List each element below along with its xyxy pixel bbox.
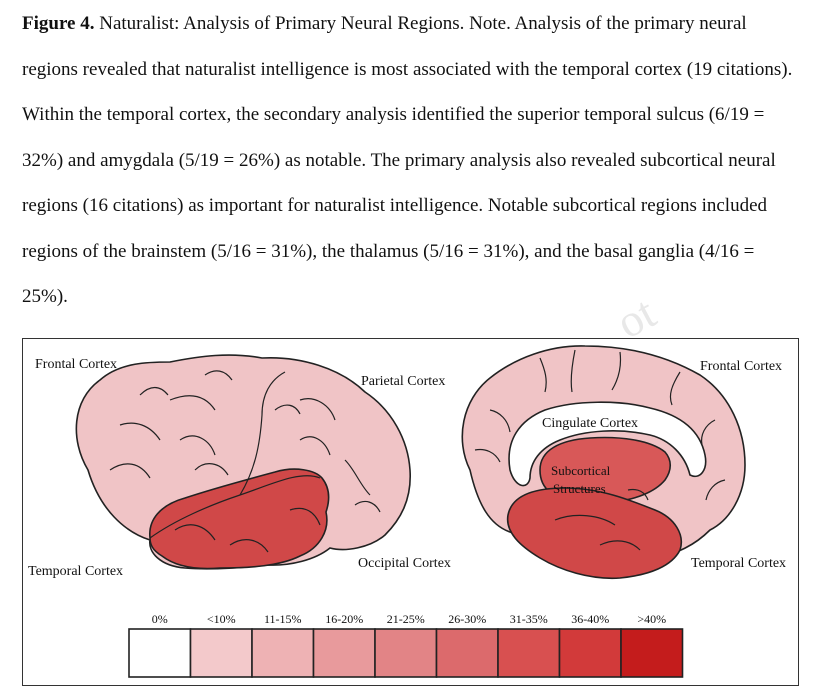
caption-text: Naturalist: Analysis of Primary Neural R… — [22, 13, 793, 307]
legend-swatch — [128, 628, 192, 678]
lateral-sulci — [109, 370, 381, 553]
figure-number: Figure 4. — [22, 13, 95, 34]
legend-swatches — [128, 628, 684, 678]
medial-temporal-lobe[interactable] — [506, 487, 682, 580]
legend-label: 26-30% — [448, 612, 487, 626]
legend-label: 11-15% — [263, 612, 302, 626]
label-temporal-cortex-right: Temporal Cortex — [691, 556, 787, 571]
legend-swatch — [189, 628, 253, 678]
legend-label: >40% — [637, 612, 667, 626]
legend-swatch — [497, 628, 561, 678]
label-temporal-cortex-left: Temporal Cortex — [28, 564, 124, 579]
legend-label: <10% — [206, 612, 236, 626]
legend-swatch — [558, 628, 622, 678]
legend-label: 16-20% — [325, 612, 364, 626]
label-cingulate-cortex: Cingulate Cortex — [542, 416, 639, 431]
lateral-brain — [75, 354, 411, 570]
watermark: ot — [608, 286, 664, 348]
label-frontal-cortex-right: Frontal Cortex — [700, 359, 783, 374]
medial-brain — [461, 345, 746, 580]
medial-sulci — [474, 349, 726, 551]
label-parietal-cortex: Parietal Cortex — [361, 374, 446, 389]
figure-caption: Figure 4. Naturalist: Analysis of Primar… — [22, 0, 802, 320]
legend-swatch — [374, 628, 438, 678]
label-frontal-cortex-left: Frontal Cortex — [35, 357, 118, 372]
lateral-temporal-lobe[interactable] — [149, 468, 330, 570]
label-subcortical-line2: Structures — [553, 481, 606, 496]
legend-swatch — [312, 628, 376, 678]
legend-label: 21-25% — [386, 612, 425, 626]
label-occipital-cortex: Occipital Cortex — [358, 556, 451, 571]
legend-label: 31-35% — [509, 612, 548, 626]
legend-label: 36-40% — [571, 612, 610, 626]
legend-swatch — [620, 628, 684, 678]
medial-corpus-callosum — [508, 401, 707, 487]
legend-swatch — [251, 628, 315, 678]
legend-label: 0% — [151, 612, 168, 626]
legend-swatch — [435, 628, 499, 678]
label-subcortical-line1: Subcortical — [551, 463, 611, 478]
